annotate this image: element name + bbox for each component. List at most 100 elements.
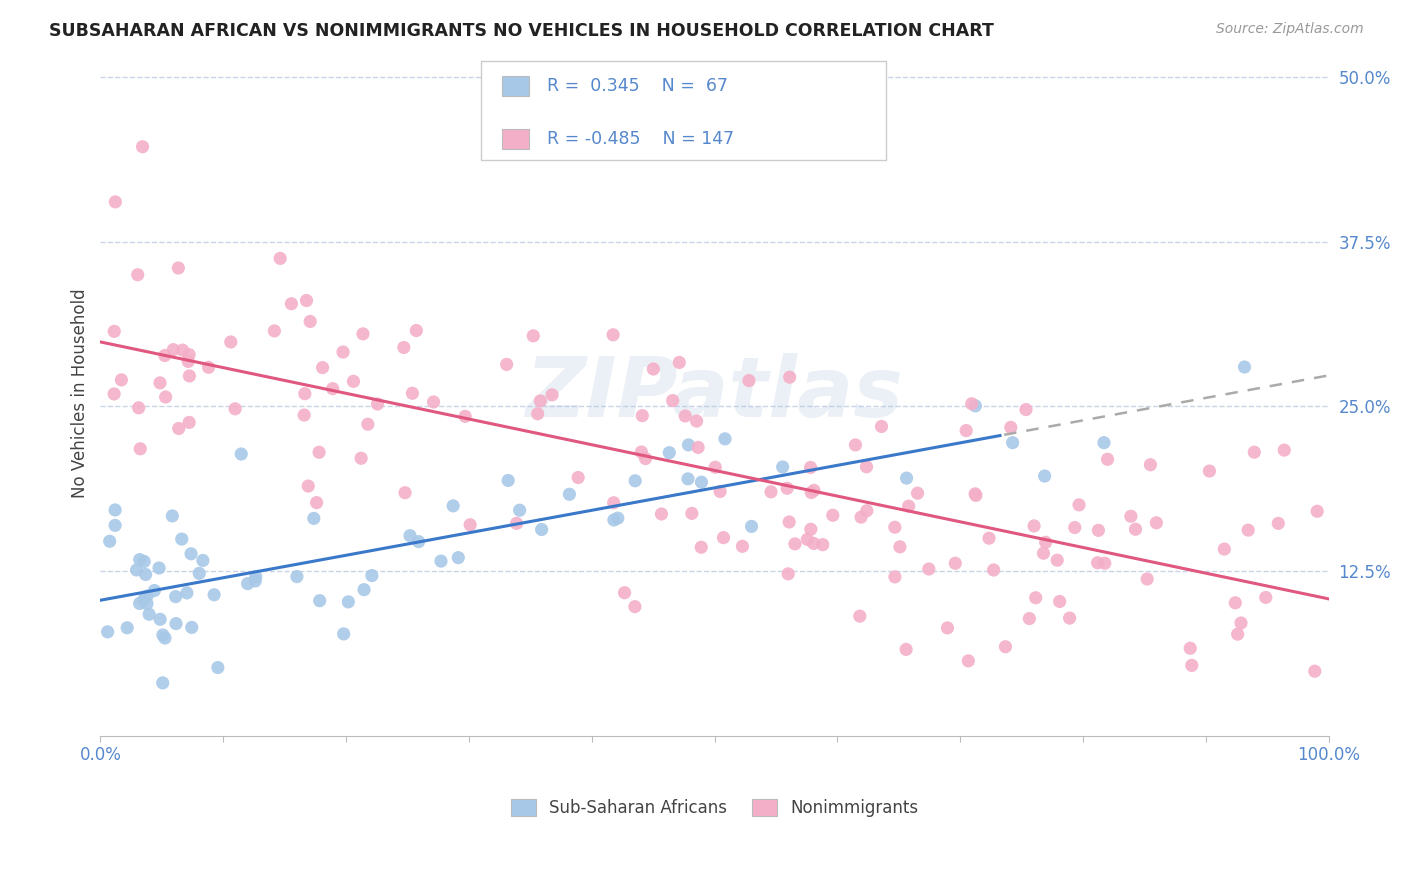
Point bbox=[127, 268, 149, 282]
Point bbox=[541, 388, 564, 402]
Point bbox=[350, 451, 373, 466]
Point bbox=[1144, 516, 1167, 530]
Point bbox=[167, 260, 190, 275]
Point bbox=[165, 590, 187, 604]
Point bbox=[180, 547, 202, 561]
Point bbox=[110, 373, 132, 387]
Y-axis label: No Vehicles in Household: No Vehicles in Household bbox=[72, 288, 89, 498]
Text: ZIPatlas: ZIPatlas bbox=[526, 352, 904, 434]
Point bbox=[162, 343, 184, 357]
Point bbox=[668, 355, 690, 369]
Point bbox=[103, 387, 125, 401]
Point bbox=[509, 503, 531, 517]
Point bbox=[305, 495, 328, 509]
Point bbox=[143, 583, 166, 598]
Point bbox=[936, 621, 959, 635]
Point bbox=[236, 576, 259, 591]
Point bbox=[800, 485, 823, 500]
Text: R = -0.485    N = 147: R = -0.485 N = 147 bbox=[547, 130, 734, 148]
Point bbox=[138, 607, 160, 622]
Point bbox=[1139, 458, 1161, 472]
Point bbox=[799, 460, 821, 475]
Point bbox=[430, 554, 453, 568]
Point bbox=[153, 349, 176, 363]
Point bbox=[1001, 435, 1024, 450]
Point bbox=[849, 609, 872, 624]
Point bbox=[1059, 611, 1081, 625]
Point bbox=[180, 620, 202, 634]
Point bbox=[650, 507, 672, 521]
Point bbox=[1198, 464, 1220, 478]
Point bbox=[529, 393, 551, 408]
Point bbox=[269, 252, 291, 266]
Point bbox=[897, 499, 920, 513]
Point bbox=[219, 334, 242, 349]
Point bbox=[1233, 359, 1256, 374]
Point bbox=[1033, 469, 1056, 483]
Point bbox=[408, 534, 430, 549]
Point bbox=[1272, 443, 1295, 458]
Point bbox=[422, 395, 444, 409]
Point bbox=[759, 484, 782, 499]
Point bbox=[1046, 553, 1069, 567]
Point bbox=[1063, 520, 1085, 534]
Point bbox=[352, 326, 374, 341]
Point bbox=[245, 569, 267, 583]
Point bbox=[167, 421, 190, 435]
Point bbox=[162, 508, 184, 523]
Point bbox=[231, 447, 253, 461]
Point bbox=[844, 438, 866, 452]
Point bbox=[1303, 664, 1326, 678]
Point bbox=[292, 408, 315, 422]
Point bbox=[308, 445, 330, 459]
Point bbox=[191, 553, 214, 567]
Point bbox=[1067, 498, 1090, 512]
Point bbox=[1087, 524, 1109, 538]
Legend: Sub-Saharan Africans, Nonimmigrants: Sub-Saharan Africans, Nonimmigrants bbox=[503, 792, 925, 823]
Point bbox=[1032, 546, 1054, 560]
Point bbox=[704, 460, 727, 475]
Point bbox=[1226, 627, 1249, 641]
Point bbox=[177, 354, 200, 368]
Point bbox=[1237, 523, 1260, 537]
Point bbox=[855, 459, 877, 474]
Point bbox=[1087, 556, 1109, 570]
Point bbox=[960, 397, 983, 411]
Point bbox=[97, 624, 120, 639]
Point bbox=[772, 460, 794, 475]
Point bbox=[128, 552, 150, 566]
Point bbox=[1125, 522, 1147, 536]
Point bbox=[778, 515, 800, 529]
Point bbox=[447, 550, 470, 565]
Point bbox=[965, 488, 987, 502]
Point bbox=[613, 585, 636, 599]
Point bbox=[1035, 535, 1057, 549]
Point bbox=[731, 539, 754, 553]
Point bbox=[678, 438, 700, 452]
Point bbox=[856, 504, 879, 518]
Point bbox=[1180, 641, 1202, 656]
Point bbox=[709, 484, 731, 499]
Point bbox=[688, 441, 710, 455]
Point bbox=[741, 519, 763, 533]
Point bbox=[783, 537, 806, 551]
Point bbox=[522, 328, 544, 343]
Point bbox=[1015, 402, 1038, 417]
Point bbox=[558, 487, 581, 501]
Point bbox=[776, 481, 799, 495]
Point bbox=[1254, 591, 1277, 605]
Point bbox=[803, 483, 825, 498]
Point bbox=[1022, 519, 1045, 533]
Point bbox=[155, 390, 177, 404]
Point bbox=[1225, 596, 1247, 610]
FancyBboxPatch shape bbox=[481, 61, 886, 161]
Point bbox=[399, 529, 422, 543]
Point bbox=[149, 376, 172, 390]
Point bbox=[1181, 658, 1204, 673]
Text: Source: ZipAtlas.com: Source: ZipAtlas.com bbox=[1216, 22, 1364, 37]
Point bbox=[1097, 452, 1119, 467]
Point bbox=[965, 399, 987, 413]
Point bbox=[673, 409, 696, 423]
Point bbox=[603, 513, 626, 527]
Point bbox=[643, 362, 665, 376]
